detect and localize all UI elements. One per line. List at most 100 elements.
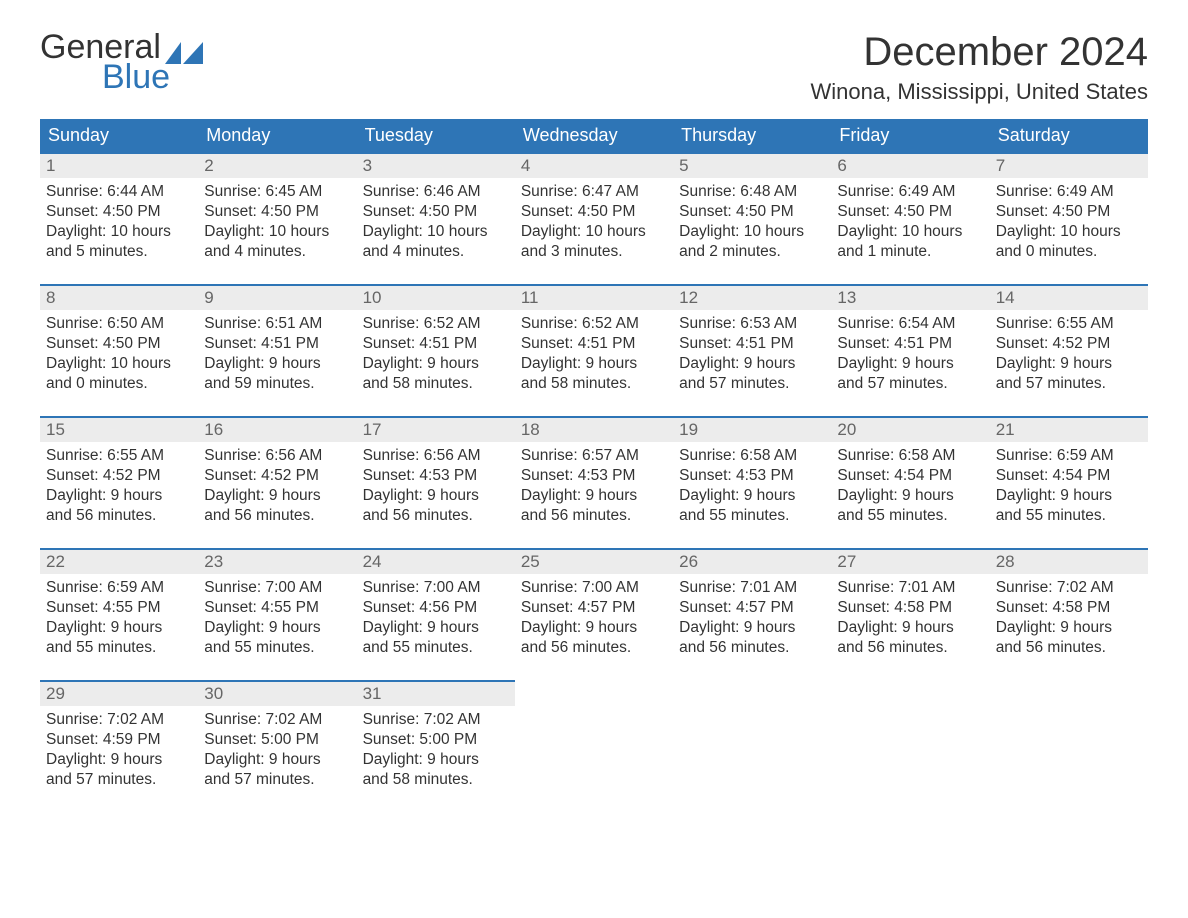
day-content: Sunrise: 6:55 AM Sunset: 4:52 PM Dayligh… — [40, 442, 198, 533]
daylight-text-1: Daylight: 9 hours — [521, 618, 667, 638]
sunrise-text: Sunrise: 6:50 AM — [46, 314, 192, 334]
day-number: 12 — [673, 284, 831, 310]
day-content: Sunrise: 6:56 AM Sunset: 4:53 PM Dayligh… — [357, 442, 515, 533]
weekday-header: Monday — [198, 119, 356, 152]
daylight-text-2: and 55 minutes. — [46, 638, 192, 658]
day-number: 28 — [990, 548, 1148, 574]
daylight-text-2: and 3 minutes. — [521, 242, 667, 262]
day-content: Sunrise: 6:54 AM Sunset: 4:51 PM Dayligh… — [831, 310, 989, 401]
sunrise-text: Sunrise: 7:02 AM — [996, 578, 1142, 598]
calendar-day-cell: 29 Sunrise: 7:02 AM Sunset: 4:59 PM Dayl… — [40, 680, 198, 812]
calendar-day-cell: 24 Sunrise: 7:00 AM Sunset: 4:56 PM Dayl… — [357, 548, 515, 680]
day-number: 29 — [40, 680, 198, 706]
daylight-text-1: Daylight: 9 hours — [521, 354, 667, 374]
sunrise-text: Sunrise: 6:54 AM — [837, 314, 983, 334]
calendar-week-row: 22 Sunrise: 6:59 AM Sunset: 4:55 PM Dayl… — [40, 548, 1148, 680]
day-content: Sunrise: 6:56 AM Sunset: 4:52 PM Dayligh… — [198, 442, 356, 533]
sunrise-text: Sunrise: 6:57 AM — [521, 446, 667, 466]
day-content: Sunrise: 6:45 AM Sunset: 4:50 PM Dayligh… — [198, 178, 356, 269]
day-content: Sunrise: 6:59 AM Sunset: 4:54 PM Dayligh… — [990, 442, 1148, 533]
daylight-text-1: Daylight: 9 hours — [363, 486, 509, 506]
sunrise-text: Sunrise: 7:02 AM — [363, 710, 509, 730]
daylight-text-1: Daylight: 9 hours — [837, 486, 983, 506]
day-content: Sunrise: 6:55 AM Sunset: 4:52 PM Dayligh… — [990, 310, 1148, 401]
calendar-day-cell: 26 Sunrise: 7:01 AM Sunset: 4:57 PM Dayl… — [673, 548, 831, 680]
daylight-text-2: and 57 minutes. — [204, 770, 350, 790]
sunset-text: Sunset: 4:54 PM — [837, 466, 983, 486]
day-content: Sunrise: 6:52 AM Sunset: 4:51 PM Dayligh… — [357, 310, 515, 401]
calendar-day-cell: 25 Sunrise: 7:00 AM Sunset: 4:57 PM Dayl… — [515, 548, 673, 680]
calendar-day-cell: 9 Sunrise: 6:51 AM Sunset: 4:51 PM Dayli… — [198, 284, 356, 416]
sunrise-text: Sunrise: 6:47 AM — [521, 182, 667, 202]
sunset-text: Sunset: 4:51 PM — [679, 334, 825, 354]
sunrise-text: Sunrise: 6:59 AM — [46, 578, 192, 598]
daylight-text-2: and 58 minutes. — [363, 374, 509, 394]
calendar-day-cell: 12 Sunrise: 6:53 AM Sunset: 4:51 PM Dayl… — [673, 284, 831, 416]
sunset-text: Sunset: 4:58 PM — [837, 598, 983, 618]
sunset-text: Sunset: 4:56 PM — [363, 598, 509, 618]
calendar-body: 1 Sunrise: 6:44 AM Sunset: 4:50 PM Dayli… — [40, 152, 1148, 812]
calendar-day-cell: 13 Sunrise: 6:54 AM Sunset: 4:51 PM Dayl… — [831, 284, 989, 416]
day-number: 7 — [990, 152, 1148, 178]
daylight-text-2: and 56 minutes. — [363, 506, 509, 526]
sunrise-text: Sunrise: 6:56 AM — [204, 446, 350, 466]
daylight-text-2: and 55 minutes. — [204, 638, 350, 658]
daylight-text-2: and 55 minutes. — [679, 506, 825, 526]
header: General Blue December 2024 Winona, Missi… — [40, 30, 1148, 105]
calendar-day-cell: 15 Sunrise: 6:55 AM Sunset: 4:52 PM Dayl… — [40, 416, 198, 548]
sunrise-text: Sunrise: 6:48 AM — [679, 182, 825, 202]
sunset-text: Sunset: 5:00 PM — [204, 730, 350, 750]
weekday-header: Sunday — [40, 119, 198, 152]
calendar-table: Sunday Monday Tuesday Wednesday Thursday… — [40, 119, 1148, 812]
day-number: 3 — [357, 152, 515, 178]
day-number: 26 — [673, 548, 831, 574]
daylight-text-2: and 57 minutes. — [46, 770, 192, 790]
sunset-text: Sunset: 4:51 PM — [363, 334, 509, 354]
daylight-text-2: and 56 minutes. — [521, 638, 667, 658]
day-number: 2 — [198, 152, 356, 178]
day-number: 6 — [831, 152, 989, 178]
calendar-day-cell: 31 Sunrise: 7:02 AM Sunset: 5:00 PM Dayl… — [357, 680, 515, 812]
day-content: Sunrise: 7:02 AM Sunset: 4:59 PM Dayligh… — [40, 706, 198, 797]
calendar-day-cell: 27 Sunrise: 7:01 AM Sunset: 4:58 PM Dayl… — [831, 548, 989, 680]
sunset-text: Sunset: 4:53 PM — [521, 466, 667, 486]
sunset-text: Sunset: 4:50 PM — [521, 202, 667, 222]
day-content: Sunrise: 6:47 AM Sunset: 4:50 PM Dayligh… — [515, 178, 673, 269]
sunset-text: Sunset: 4:52 PM — [996, 334, 1142, 354]
daylight-text-1: Daylight: 9 hours — [204, 354, 350, 374]
sunrise-text: Sunrise: 6:58 AM — [837, 446, 983, 466]
sunrise-text: Sunrise: 6:56 AM — [363, 446, 509, 466]
day-content: Sunrise: 6:48 AM Sunset: 4:50 PM Dayligh… — [673, 178, 831, 269]
day-content: Sunrise: 6:46 AM Sunset: 4:50 PM Dayligh… — [357, 178, 515, 269]
sunset-text: Sunset: 4:57 PM — [521, 598, 667, 618]
sunrise-text: Sunrise: 7:02 AM — [204, 710, 350, 730]
calendar-empty-cell — [673, 680, 831, 812]
day-number: 22 — [40, 548, 198, 574]
calendar-day-cell: 21 Sunrise: 6:59 AM Sunset: 4:54 PM Dayl… — [990, 416, 1148, 548]
daylight-text-1: Daylight: 9 hours — [204, 486, 350, 506]
sunset-text: Sunset: 4:50 PM — [996, 202, 1142, 222]
day-number: 20 — [831, 416, 989, 442]
sunset-text: Sunset: 4:50 PM — [46, 334, 192, 354]
calendar-day-cell: 14 Sunrise: 6:55 AM Sunset: 4:52 PM Dayl… — [990, 284, 1148, 416]
daylight-text-2: and 0 minutes. — [996, 242, 1142, 262]
title-block: December 2024 Winona, Mississippi, Unite… — [811, 30, 1148, 105]
day-content: Sunrise: 7:02 AM Sunset: 5:00 PM Dayligh… — [357, 706, 515, 797]
logo-text-blue: Blue — [102, 60, 203, 94]
sunset-text: Sunset: 4:57 PM — [679, 598, 825, 618]
sunset-text: Sunset: 4:55 PM — [46, 598, 192, 618]
sunset-text: Sunset: 4:50 PM — [363, 202, 509, 222]
sunset-text: Sunset: 4:53 PM — [363, 466, 509, 486]
daylight-text-1: Daylight: 10 hours — [46, 222, 192, 242]
daylight-text-1: Daylight: 9 hours — [363, 618, 509, 638]
daylight-text-2: and 1 minute. — [837, 242, 983, 262]
daylight-text-2: and 0 minutes. — [46, 374, 192, 394]
day-number: 19 — [673, 416, 831, 442]
day-content: Sunrise: 6:59 AM Sunset: 4:55 PM Dayligh… — [40, 574, 198, 665]
weekday-header: Thursday — [673, 119, 831, 152]
calendar-day-cell: 1 Sunrise: 6:44 AM Sunset: 4:50 PM Dayli… — [40, 152, 198, 284]
calendar-day-cell: 18 Sunrise: 6:57 AM Sunset: 4:53 PM Dayl… — [515, 416, 673, 548]
sunset-text: Sunset: 4:58 PM — [996, 598, 1142, 618]
sunrise-text: Sunrise: 7:01 AM — [837, 578, 983, 598]
calendar-week-row: 1 Sunrise: 6:44 AM Sunset: 4:50 PM Dayli… — [40, 152, 1148, 284]
